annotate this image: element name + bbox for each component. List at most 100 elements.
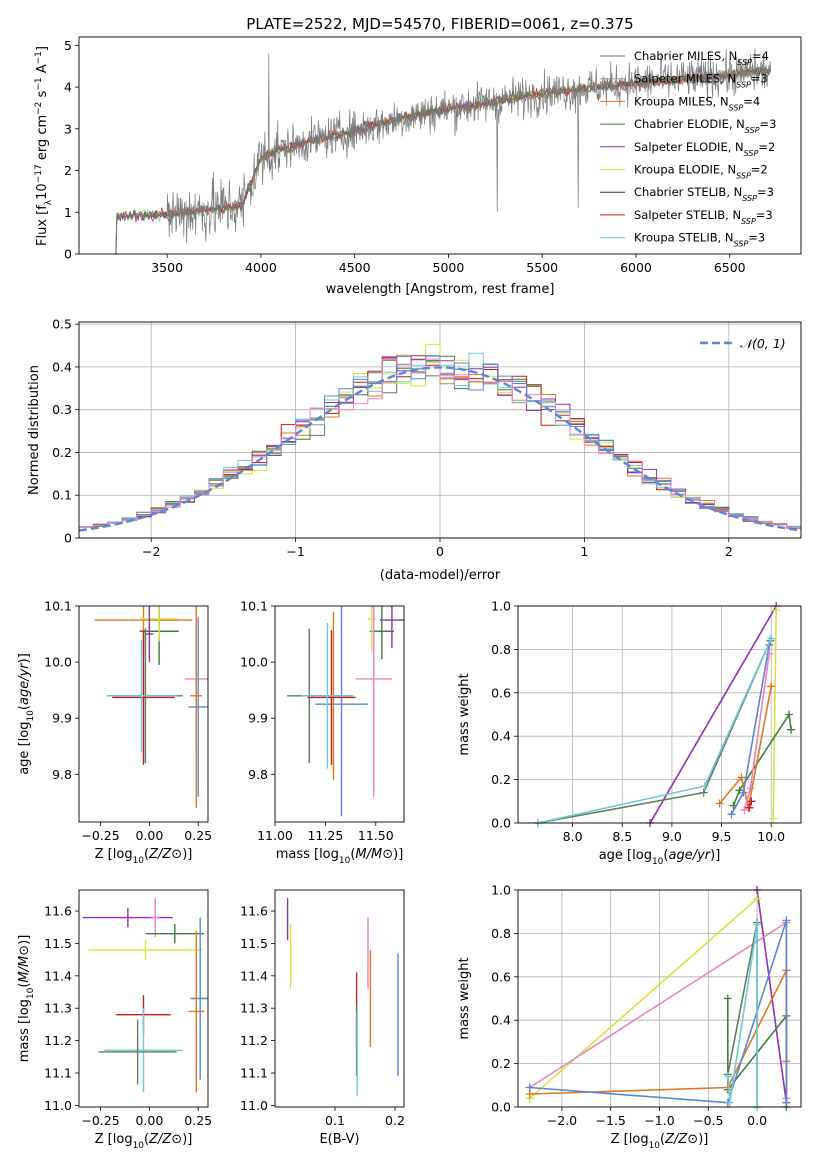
legend-sub: SSP bbox=[736, 171, 751, 180]
legend-text: Kroupa ELODIE, N bbox=[634, 163, 736, 177]
weight-marker bbox=[740, 805, 749, 814]
y-tick-label: 11.1 bbox=[44, 1065, 72, 1080]
data-point bbox=[88, 940, 203, 960]
y-tick-label: 0.6 bbox=[491, 685, 511, 700]
weight-marker bbox=[727, 810, 736, 819]
label-part: 10 bbox=[339, 856, 351, 866]
weight-marker bbox=[753, 920, 762, 929]
label-part: )] bbox=[393, 847, 403, 862]
legend-tail: =2 bbox=[758, 140, 775, 154]
label-part: mass [log bbox=[17, 999, 32, 1062]
weight-series bbox=[533, 634, 776, 827]
label-part: ( bbox=[144, 1132, 149, 1147]
y-tick-label: 0.3 bbox=[52, 402, 72, 417]
legend-tail: =2 bbox=[751, 163, 768, 177]
x-tick-label: 0.00 bbox=[135, 828, 163, 843]
label-part: ( bbox=[350, 847, 355, 862]
label-part: ] bbox=[35, 46, 50, 51]
error-bars bbox=[82, 898, 208, 1093]
weight-marker bbox=[723, 994, 732, 1003]
label-part: 10 bbox=[133, 1141, 145, 1151]
data-point bbox=[145, 606, 154, 663]
weight-marker bbox=[747, 797, 756, 806]
weight-marker bbox=[767, 682, 776, 691]
weight-marker bbox=[737, 773, 746, 782]
weight-line bbox=[529, 898, 758, 1099]
y-tick-label: 1.0 bbox=[491, 883, 511, 898]
y-tick-label: 0.2 bbox=[491, 1056, 511, 1071]
legend-text: Kroupa STELIB, N bbox=[634, 231, 734, 245]
y-tick-label: 10.1 bbox=[44, 599, 72, 614]
weight-series bbox=[525, 918, 791, 1103]
legend-sub: SSP bbox=[729, 103, 744, 112]
weight-line bbox=[727, 924, 758, 1107]
y-axis-label: mass [log10(M/M⊙)] bbox=[17, 935, 36, 1063]
weight-series bbox=[769, 606, 781, 823]
x-tick-label: 11.00 bbox=[257, 828, 293, 843]
x-axis-label: Z [log10(Z/Z⊙)] bbox=[95, 1132, 193, 1151]
weight-series bbox=[753, 886, 791, 1107]
y-tick-label: 0.2 bbox=[491, 772, 511, 787]
y-tick-label: 0.8 bbox=[491, 926, 511, 941]
x-tick-label: 9.0 bbox=[662, 829, 682, 844]
spectrum-lines bbox=[114, 48, 771, 254]
spectrum-panel: 3500 4000 4500 5000 5500 6000 6500 0 1 2 3 4 5 Chabri… bbox=[34, 36, 802, 297]
y-tick-label: 1.0 bbox=[491, 599, 511, 614]
label-part: 10 bbox=[652, 857, 664, 867]
weight-series bbox=[727, 641, 774, 819]
x-axis-label: (data-model)/error bbox=[380, 568, 501, 583]
axes-frame bbox=[78, 321, 802, 539]
legend-text: Salpeter ELODIE, N bbox=[634, 140, 744, 154]
x-axis-label: age [log10(age/yr)] bbox=[599, 848, 721, 867]
y-tick-label: 11.3 bbox=[240, 1001, 268, 1016]
data-point bbox=[112, 630, 175, 765]
x-tick-label: 0.0 bbox=[747, 1113, 767, 1128]
y-tick-label: 0.2 bbox=[52, 445, 72, 460]
error-bars bbox=[286, 898, 399, 1096]
data-point bbox=[151, 898, 160, 937]
weight-line bbox=[649, 605, 777, 824]
x-axis-label: E(B-V) bbox=[319, 1132, 359, 1147]
legend-tail: =3 bbox=[748, 231, 765, 245]
legend-text: Kroupa MILES, N bbox=[634, 94, 729, 108]
legend-sub: SSP bbox=[737, 58, 752, 67]
legend-text: Chabrier MILES, N bbox=[634, 49, 737, 63]
y-tick-label: 0.0 bbox=[491, 1100, 511, 1115]
x-tick-label: 1 bbox=[580, 544, 588, 559]
weight-marker bbox=[787, 725, 796, 734]
weight-marker bbox=[769, 814, 778, 823]
weight-vs-metallicity-panel: −2.0 −1.5 −1.0 −0.5 0.0 0.0 0.2 0.4 0.6 0.8 1.0 Z [… bbox=[457, 883, 802, 1151]
data-point bbox=[145, 924, 205, 944]
y-tick-label: 11.6 bbox=[44, 904, 72, 919]
data-point bbox=[139, 606, 179, 642]
legend-tail: =4 bbox=[752, 49, 769, 63]
y-tick-label: 0 bbox=[64, 247, 72, 262]
label-part: Z/Z⊙ bbox=[664, 1132, 698, 1147]
label-part: −2 bbox=[34, 102, 44, 115]
label-part: λ bbox=[44, 199, 54, 205]
label-part: A bbox=[35, 64, 50, 77]
data-point bbox=[355, 606, 392, 797]
legend-tail: =3 bbox=[751, 72, 768, 86]
weight-marker bbox=[785, 710, 794, 719]
observed-spectrum-line bbox=[114, 48, 771, 254]
x-tick-label: 5500 bbox=[526, 260, 558, 275]
weight-series bbox=[729, 710, 796, 810]
legend-entry: Kroupa STELIB, NSSP=3 bbox=[634, 231, 765, 249]
data-point bbox=[98, 1019, 177, 1085]
data-point bbox=[190, 606, 203, 808]
x-axis-label: wavelength [Angstrom, rest frame] bbox=[326, 282, 555, 297]
legend-tail: =4 bbox=[743, 94, 760, 108]
label-part: ( bbox=[17, 705, 32, 710]
weight-marker bbox=[699, 788, 708, 797]
label-part: Z [log bbox=[95, 847, 133, 862]
label-part: Flux [f bbox=[35, 205, 50, 246]
y-tick-label: 11.2 bbox=[240, 1033, 268, 1048]
label-part: )] bbox=[17, 935, 32, 945]
y-axis-label: age [log10(age/yr)] bbox=[17, 653, 36, 775]
x-axis-label: Z [log10(Z/Z⊙)] bbox=[611, 1132, 709, 1151]
y-tick-label: 0.1 bbox=[52, 488, 72, 503]
x-tick-label: 3500 bbox=[151, 260, 183, 275]
weight-marker bbox=[782, 1098, 791, 1107]
data-point bbox=[307, 630, 356, 765]
